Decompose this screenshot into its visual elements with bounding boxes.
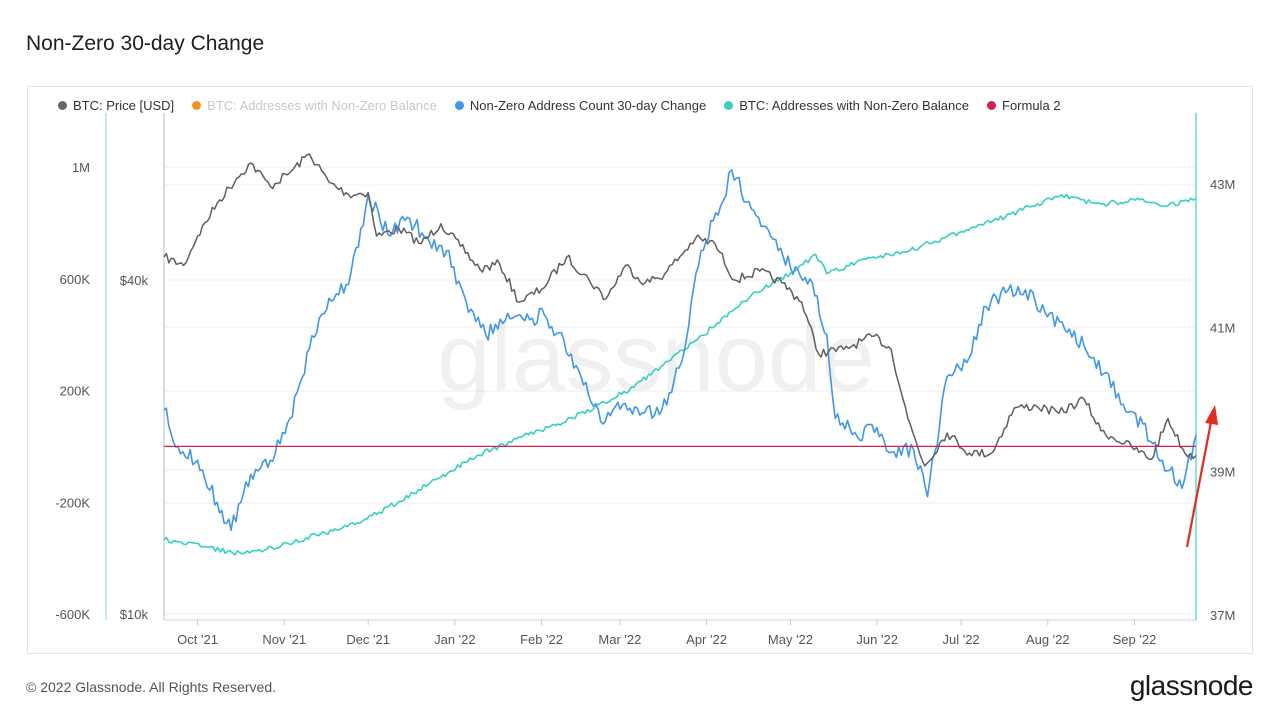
legend-dot-icon [192,101,202,110]
nonzero-axis-tick: 39M [1210,464,1235,479]
legend-dot-icon [987,101,996,110]
chart-plot: glassnode 1M 600K 200K -200K -600K $40k $10k 43M… [55,113,1235,647]
legend-label: Formula 2 [1002,98,1061,113]
x-axis-tick: Jan '22 [434,632,476,647]
x-axis-tick: Mar '22 [598,632,641,647]
change-axis-tick: 600K [60,272,91,287]
series-price-line [163,153,1197,467]
watermark: glassnode [437,304,875,411]
annotation-arrow-head [1205,405,1218,425]
x-axis-tick: Oct '21 [177,632,218,647]
change-axis-tick: 200K [60,384,91,399]
legend-label: Non-Zero Address Count 30-day Change [469,98,707,113]
nonzero-axis-tick: 43M [1210,177,1235,192]
legend-dot-icon [58,101,67,110]
legend-label: BTC: Addresses with Non-Zero Balance [207,98,437,113]
annotation-arrow [1185,421,1213,548]
legend-item-0[interactable]: BTC: Price [USD] [58,98,174,113]
legend-item-1[interactable]: BTC: Addresses with Non-Zero Balance [192,98,437,113]
legend-label: BTC: Price [USD] [73,98,175,113]
legend-label: BTC: Addresses with Non-Zero Balance [739,98,969,113]
footer-copyright: © 2022 Glassnode. All Rights Reserved. [26,679,277,695]
footer-logo: glassnode [1129,670,1254,701]
page-title: Non-Zero 30-day Change [26,32,265,55]
x-axis-tick: Feb '22 [520,632,563,647]
nonzero-axis-tick: 41M [1210,321,1235,336]
series-change-line [163,169,1197,531]
series-nonzero-line [163,193,1197,556]
x-axis-tick: Aug '22 [1026,632,1070,647]
change-axis-tick: -600K [55,607,90,622]
x-axis-tick: Dec '21 [346,632,390,647]
price-axis-tick: $10k [120,607,149,622]
legend-dot-icon [724,101,734,110]
nonzero-axis-tick: 37M [1210,608,1235,623]
x-axis-tick: Jul '22 [942,632,979,647]
chart-legend: BTC: Price [USD] BTC: Addresses with Non-… [58,98,1061,113]
change-axis-tick: 1M [72,160,90,175]
x-axis-tick: Sep '22 [1113,632,1157,647]
chart-card: BTC: Price [USD] BTC: Addresses with Non-… [27,86,1253,654]
price-axis-tick: $40k [120,273,149,288]
legend-item-3[interactable]: BTC: Addresses with Non-Zero Balance [724,98,969,113]
x-axis-tick: May '22 [768,632,813,647]
x-axis-tick: Jun '22 [856,632,898,647]
x-axis-tick: Nov '21 [262,632,306,647]
legend-item-2[interactable]: Non-Zero Address Count 30-day Change [454,98,707,113]
change-axis-tick: -200K [55,495,90,510]
legend-item-4[interactable]: Formula 2 [987,98,1061,113]
x-axis-tick: Apr '22 [686,632,727,647]
legend-dot-icon [454,101,464,110]
